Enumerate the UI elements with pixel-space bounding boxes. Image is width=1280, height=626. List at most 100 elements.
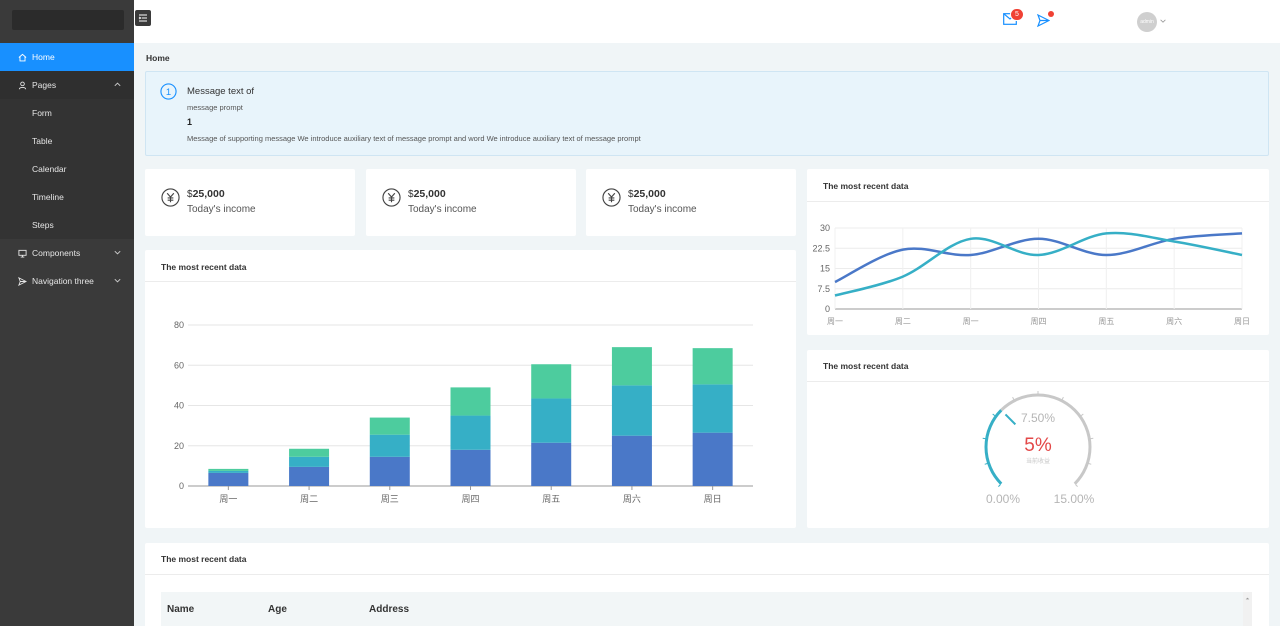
mail-count-badge: 5 bbox=[1010, 8, 1024, 21]
line-chart-card: The most recent data 0 7.5 15 22.5 30 周一 周二 周一 周… bbox=[807, 169, 1269, 335]
gauge-tick bbox=[1080, 413, 1084, 417]
card-title: The most recent data bbox=[161, 262, 247, 272]
sidebar-subitem-steps[interactable]: Steps bbox=[0, 211, 134, 239]
y-tick-label: 80 bbox=[174, 320, 184, 330]
sidebar-subitem-form[interactable]: Form bbox=[0, 99, 134, 127]
chevron-down-icon[interactable] bbox=[1159, 17, 1167, 25]
chevron-up-icon bbox=[114, 82, 121, 87]
gauge-chart-card: The most recent data 7.50% 5% 当前收益 0.00%… bbox=[807, 350, 1269, 528]
sidebar-item-navigation-three[interactable]: Navigation three bbox=[0, 267, 134, 295]
breadcrumb[interactable]: Home bbox=[146, 53, 170, 63]
home-icon bbox=[17, 52, 27, 62]
y-tick-label: 0 bbox=[179, 481, 184, 491]
avatar[interactable]: admin bbox=[1137, 12, 1157, 32]
alert-prompt: message prompt bbox=[187, 103, 243, 112]
column-header-age[interactable]: Age bbox=[268, 604, 287, 615]
gauge-pointer bbox=[1004, 413, 1017, 426]
income-card: $25,000 Today's income bbox=[586, 169, 796, 236]
x-tick-label: 周六 bbox=[623, 493, 641, 504]
notification-dot bbox=[1048, 11, 1054, 17]
sidebar-subitem-table[interactable]: Table bbox=[0, 127, 134, 155]
scroll-up-icon bbox=[1245, 597, 1250, 600]
income-amount: $25,000 bbox=[628, 188, 666, 200]
bar-segment bbox=[369, 434, 410, 457]
info-circle-icon: 1 bbox=[160, 83, 177, 100]
bar-segment bbox=[369, 456, 410, 486]
send-icon bbox=[17, 276, 27, 286]
income-label: Today's income bbox=[187, 204, 256, 215]
bar-segment bbox=[611, 435, 652, 486]
gauge-tick bbox=[998, 484, 1001, 487]
gauge-tick bbox=[984, 462, 988, 465]
x-tick-label: 周四 bbox=[1031, 317, 1047, 326]
x-tick-label: 周四 bbox=[461, 494, 479, 504]
x-tick-label: 周二 bbox=[300, 494, 318, 504]
bar-segment bbox=[289, 456, 330, 467]
table-scrollbar[interactable] bbox=[1243, 592, 1252, 626]
sidebar-subitem-calendar[interactable]: Calendar bbox=[0, 155, 134, 183]
sidebar-item-components[interactable]: Components bbox=[0, 239, 134, 267]
bar-segment bbox=[208, 472, 249, 486]
alert-number: 1 bbox=[187, 117, 193, 127]
logo bbox=[12, 10, 124, 30]
line-chart: 0 7.5 15 22.5 30 周一 周二 周一 周四 周五 周六 周日 bbox=[812, 223, 1250, 326]
x-tick-label: 周日 bbox=[1234, 317, 1250, 326]
bar-segment bbox=[450, 449, 491, 486]
gauge-tick bbox=[1075, 484, 1078, 487]
alert-title: Message text of bbox=[187, 86, 255, 97]
sidebar-item-label: Home bbox=[32, 52, 55, 62]
sidebar-item-label: Components bbox=[32, 248, 81, 258]
gauge-tick bbox=[992, 413, 996, 417]
income-amount: $25,000 bbox=[187, 188, 225, 200]
x-tick-label: 周一 bbox=[963, 317, 979, 326]
gauge-sub-label: 当前收益 bbox=[1026, 457, 1050, 465]
x-tick-label: 周五 bbox=[1098, 317, 1114, 326]
sidebar-item-pages[interactable]: Pages bbox=[0, 71, 134, 99]
x-tick-label: 周三 bbox=[381, 494, 399, 504]
bar-segment bbox=[692, 432, 733, 486]
sidebar-menu: Home Pages Form Table Calendar Timeline … bbox=[0, 43, 134, 295]
info-alert: 1 Message text of message prompt 1 Messa… bbox=[145, 71, 1269, 156]
alert-description: Message of supporting message We introdu… bbox=[187, 134, 641, 143]
menu-collapse-button[interactable] bbox=[135, 10, 151, 26]
income-card: $25,000 Today's income bbox=[366, 169, 576, 236]
card-title: The most recent data bbox=[161, 554, 247, 564]
yen-icon bbox=[161, 188, 180, 207]
income-label: Today's income bbox=[628, 204, 697, 215]
y-tick-label: 7.5 bbox=[817, 284, 830, 294]
bar-segment bbox=[531, 364, 572, 399]
card-title: The most recent data bbox=[823, 361, 909, 371]
x-tick-label: 周二 bbox=[895, 317, 911, 326]
bar-segment bbox=[450, 387, 491, 416]
bar-chart: 0 20 40 60 80 周一 周二 周三 周四 周五 周六 周日 bbox=[174, 320, 753, 504]
top-header: 5 admin bbox=[134, 0, 1280, 43]
column-header-name[interactable]: Name bbox=[167, 604, 195, 615]
send-icon[interactable] bbox=[1037, 14, 1050, 27]
yen-icon bbox=[382, 188, 401, 207]
column-header-address[interactable]: Address bbox=[369, 604, 410, 615]
gauge-mid-label: 7.50% bbox=[1021, 411, 1055, 425]
chevron-down-icon bbox=[114, 278, 121, 283]
yen-icon bbox=[602, 188, 621, 207]
sidebar-item-home[interactable]: Home bbox=[0, 43, 134, 71]
y-tick-label: 15 bbox=[820, 264, 830, 274]
x-tick-label: 周六 bbox=[1166, 316, 1182, 326]
gauge-chart: 7.50% 5% 当前收益 0.00% 15.00% bbox=[982, 391, 1095, 506]
gauge-max-label: 15.00% bbox=[1054, 492, 1095, 506]
y-tick-label: 20 bbox=[174, 441, 184, 451]
y-tick-label: 0 bbox=[825, 304, 830, 314]
line-series bbox=[834, 231, 1243, 297]
gauge-value-arc bbox=[984, 409, 1003, 485]
x-tick-label: 周日 bbox=[704, 494, 722, 504]
monitor-icon bbox=[17, 248, 27, 258]
y-tick-label: 60 bbox=[174, 360, 184, 370]
x-tick-label: 周一 bbox=[219, 494, 237, 504]
bar-segment bbox=[531, 442, 572, 486]
sidebar-subitem-timeline[interactable]: Timeline bbox=[0, 183, 134, 211]
x-tick-label: 周一 bbox=[827, 317, 843, 326]
bar-segment bbox=[611, 347, 652, 386]
y-tick-label: 30 bbox=[820, 223, 830, 233]
bar-segment bbox=[289, 466, 330, 486]
card-title: The most recent data bbox=[823, 181, 909, 191]
y-tick-label: 22.5 bbox=[812, 243, 830, 253]
